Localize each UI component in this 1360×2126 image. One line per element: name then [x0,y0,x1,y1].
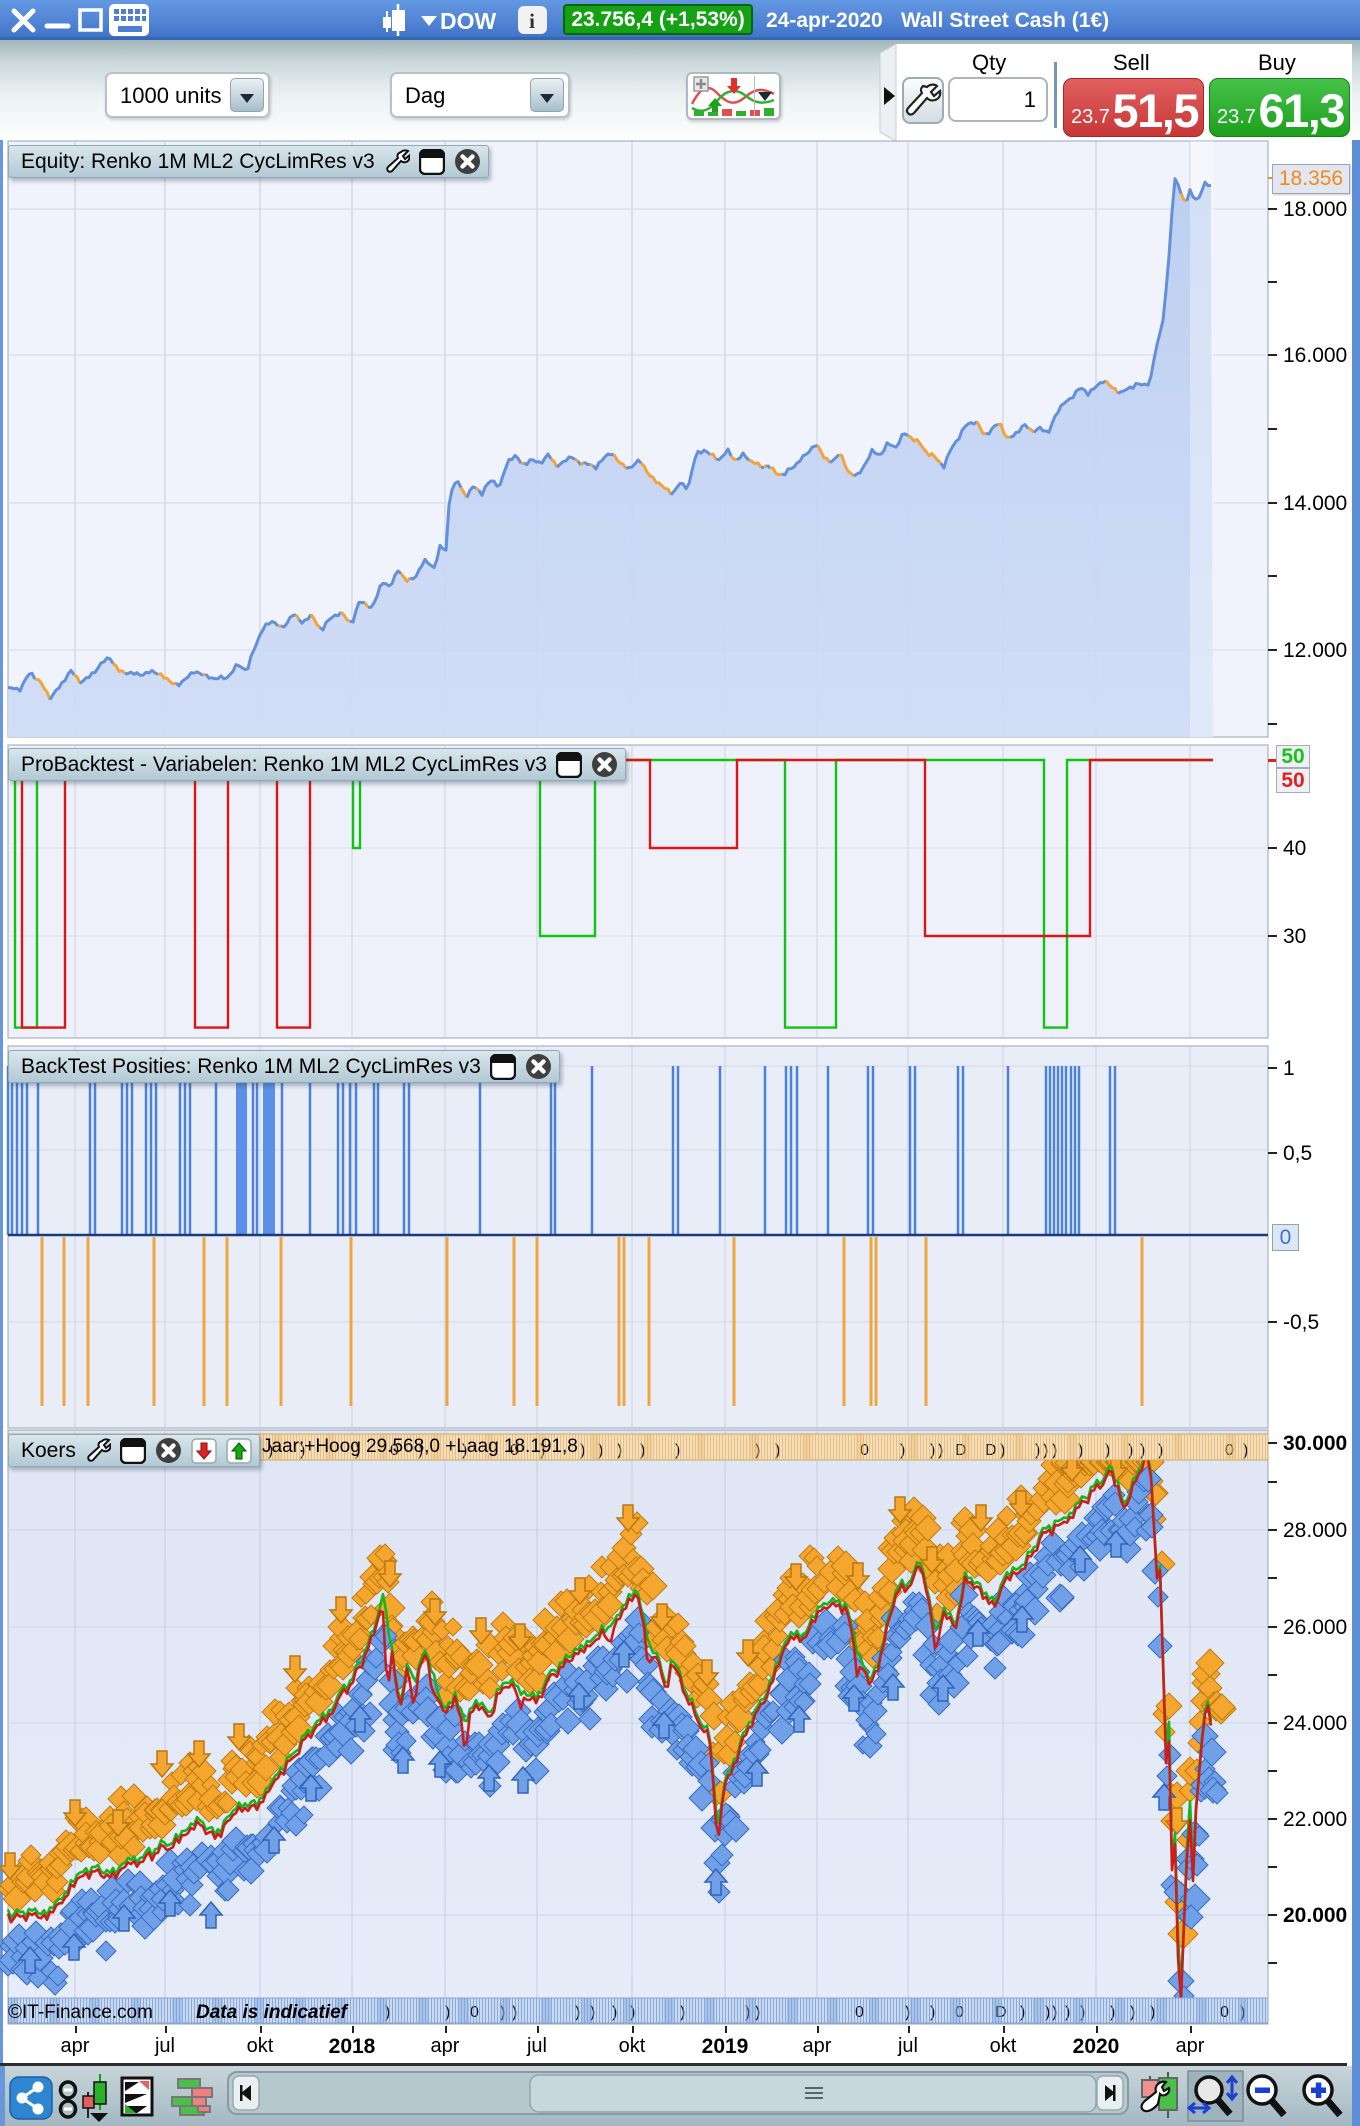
svg-text:-0,5: -0,5 [1283,1311,1319,1334]
svg-text:40: 40 [1283,837,1306,860]
svg-text:i: i [529,9,535,33]
svg-text:30.000: 30.000 [1283,1432,1347,1455]
svg-text:30: 30 [1283,925,1306,948]
svg-text:18.000: 18.000 [1283,198,1347,221]
svg-text:12.000: 12.000 [1283,639,1347,662]
svg-text:28.000: 28.000 [1283,1519,1347,1542]
svg-text:0,5: 0,5 [1283,1142,1312,1165]
svg-text:14.000: 14.000 [1283,492,1347,515]
svg-text:16.000: 16.000 [1283,344,1347,367]
svg-text:20.000: 20.000 [1283,1904,1347,1927]
svg-text:22.000: 22.000 [1283,1808,1347,1831]
svg-text:24.000: 24.000 [1283,1712,1347,1735]
svg-text:1: 1 [1283,1057,1295,1080]
svg-text:26.000: 26.000 [1283,1616,1347,1639]
